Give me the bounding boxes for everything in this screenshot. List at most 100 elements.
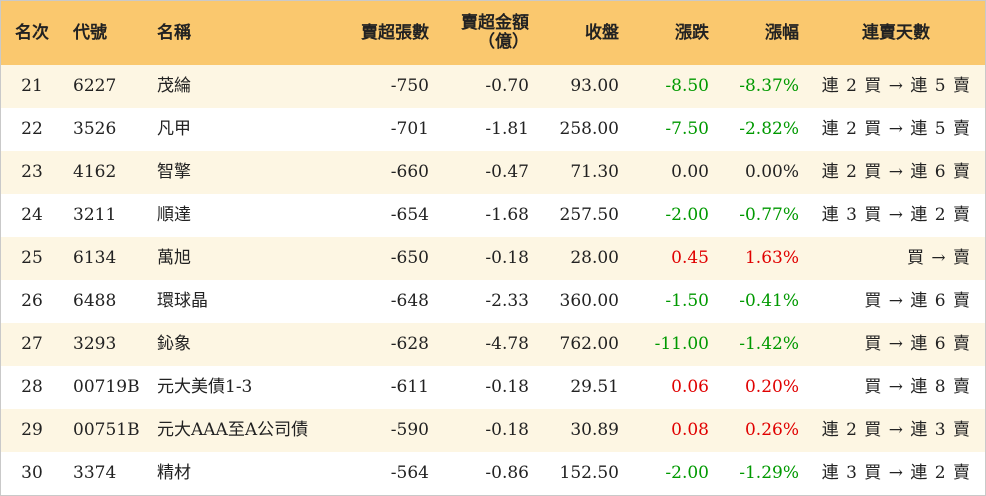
close-cell: 360.00	[559, 291, 619, 311]
amount-cell: -4.78	[485, 334, 529, 354]
name-link[interactable]: 凡甲	[157, 119, 191, 139]
amount-cell: -0.18	[485, 377, 529, 397]
code-link[interactable]: 6488	[73, 291, 117, 311]
table-row[interactable]: 30 3374 精材 -564 -0.86 152.50 -2.00 -1.29…	[1, 452, 985, 495]
change-pct-cell: -8.37%	[739, 76, 799, 96]
change-cell: -2.00	[665, 205, 709, 225]
close-cell: 762.00	[559, 334, 619, 354]
change-pct-cell: -0.41%	[739, 291, 799, 311]
code-link[interactable]: 00719B	[73, 377, 140, 397]
name-link[interactable]: 茂綸	[157, 76, 191, 96]
rank-cell: 25	[21, 248, 43, 268]
table-row[interactable]: 28 00719B 元大美債1-3 -611 -0.18 29.51 0.06 …	[1, 366, 985, 409]
code-link[interactable]: 3211	[73, 205, 117, 225]
change-cell: 0.06	[671, 377, 709, 397]
name-link[interactable]: 智擎	[157, 162, 191, 182]
name-link[interactable]: 萬旭	[157, 248, 191, 268]
table-row[interactable]: 25 6134 萬旭 -650 -0.18 28.00 0.45 1.63% 買…	[1, 237, 985, 280]
streak-cell: 連 3 買 → 連 2 賣	[821, 205, 971, 225]
header-net-sell-amount-line2: （億）	[478, 32, 529, 52]
change-cell: -2.00	[665, 463, 709, 483]
close-cell: 93.00	[570, 76, 619, 96]
table-row[interactable]: 27 3293 鈊象 -628 -4.78 762.00 -11.00 -1.4…	[1, 323, 985, 366]
header-change[interactable]: 漲跌	[675, 22, 709, 43]
streak-cell: 連 2 買 → 連 3 賣	[821, 420, 971, 440]
streak-cell: 連 2 買 → 連 5 賣	[821, 119, 971, 139]
name-link[interactable]: 鈊象	[157, 334, 191, 354]
lots-cell: -650	[390, 248, 429, 268]
streak-cell: 買 → 連 6 賣	[864, 291, 971, 311]
amount-cell: -0.86	[485, 463, 529, 483]
change-pct-cell: -0.77%	[739, 205, 799, 225]
rank-cell: 29	[21, 420, 43, 440]
lots-cell: -660	[390, 162, 429, 182]
name-link[interactable]: 精材	[157, 463, 191, 483]
header-row: 名次 代號 名稱 賣超張數 賣超金額 （億） 收盤 漲跌 漲幅 連賣天數	[1, 1, 985, 65]
name-link[interactable]: 元大AAA至A公司債	[157, 420, 309, 440]
table-row[interactable]: 24 3211 順達 -654 -1.68 257.50 -2.00 -0.77…	[1, 194, 985, 237]
header-streak[interactable]: 連賣天數	[862, 22, 930, 43]
table-row[interactable]: 22 3526 凡甲 -701 -1.81 258.00 -7.50 -2.82…	[1, 108, 985, 151]
code-link[interactable]: 6134	[73, 248, 117, 268]
change-pct-cell: 0.20%	[744, 377, 799, 397]
header-net-sell-amount-line1: 賣超金額	[461, 13, 529, 33]
name-link[interactable]: 元大美債1-3	[157, 377, 253, 397]
change-cell: 0.00	[671, 162, 709, 182]
close-cell: 257.50	[559, 205, 619, 225]
code-link[interactable]: 3526	[73, 119, 117, 139]
change-pct-cell: 0.26%	[744, 420, 799, 440]
change-pct-cell: 1.63%	[744, 248, 799, 268]
table-body: 21 6227 茂綸 -750 -0.70 93.00 -8.50 -8.37%…	[1, 65, 985, 495]
name-link[interactable]: 順達	[157, 205, 191, 225]
close-cell: 71.30	[570, 162, 619, 182]
table-row[interactable]: 26 6488 環球晶 -648 -2.33 360.00 -1.50 -0.4…	[1, 280, 985, 323]
table-row[interactable]: 21 6227 茂綸 -750 -0.70 93.00 -8.50 -8.37%…	[1, 65, 985, 108]
close-cell: 30.89	[570, 420, 619, 440]
amount-cell: -2.33	[485, 291, 529, 311]
close-cell: 28.00	[570, 248, 619, 268]
amount-cell: -0.18	[485, 420, 529, 440]
code-link[interactable]: 4162	[73, 162, 117, 182]
change-cell: -8.50	[665, 76, 709, 96]
header-name[interactable]: 名稱	[157, 22, 191, 43]
change-cell: -11.00	[654, 334, 709, 354]
header-close[interactable]: 收盤	[585, 22, 619, 43]
amount-cell: -1.68	[485, 205, 529, 225]
amount-cell: -1.81	[485, 119, 529, 139]
header-code[interactable]: 代號	[73, 22, 107, 43]
lots-cell: -648	[390, 291, 429, 311]
header-change-pct[interactable]: 漲幅	[765, 22, 799, 43]
close-cell: 258.00	[559, 119, 619, 139]
table-row[interactable]: 23 4162 智擎 -660 -0.47 71.30 0.00 0.00% 連…	[1, 151, 985, 194]
streak-cell: 連 2 買 → 連 5 賣	[821, 76, 971, 96]
code-link[interactable]: 3374	[73, 463, 117, 483]
table-row[interactable]: 29 00751B 元大AAA至A公司債 -590 -0.18 30.89 0.…	[1, 409, 985, 452]
amount-cell: -0.47	[485, 162, 529, 182]
change-cell: 0.08	[671, 420, 709, 440]
rank-cell: 28	[21, 377, 43, 397]
rank-cell: 23	[21, 162, 43, 182]
lots-cell: -611	[390, 377, 429, 397]
code-link[interactable]: 3293	[73, 334, 117, 354]
rank-cell: 24	[21, 205, 43, 225]
code-link[interactable]: 00751B	[73, 420, 140, 440]
rank-cell: 26	[21, 291, 43, 311]
change-cell: 0.45	[671, 248, 709, 268]
header-net-sell-amount[interactable]: 賣超金額 （億）	[437, 1, 537, 65]
header-rank[interactable]: 名次	[15, 22, 49, 43]
streak-cell: 連 3 買 → 連 2 賣	[821, 463, 971, 483]
change-pct-cell: 0.00%	[744, 162, 799, 182]
lots-cell: -590	[390, 420, 429, 440]
rank-cell: 27	[21, 334, 43, 354]
close-cell: 29.51	[570, 377, 619, 397]
rank-cell: 21	[21, 76, 43, 96]
header-net-sell-lots[interactable]: 賣超張數	[361, 22, 429, 43]
code-link[interactable]: 6227	[73, 76, 117, 96]
streak-cell: 連 2 買 → 連 6 賣	[821, 162, 971, 182]
change-cell: -1.50	[665, 291, 709, 311]
lots-cell: -564	[390, 463, 429, 483]
streak-cell: 買 → 連 8 賣	[864, 377, 971, 397]
name-link[interactable]: 環球晶	[157, 291, 208, 311]
